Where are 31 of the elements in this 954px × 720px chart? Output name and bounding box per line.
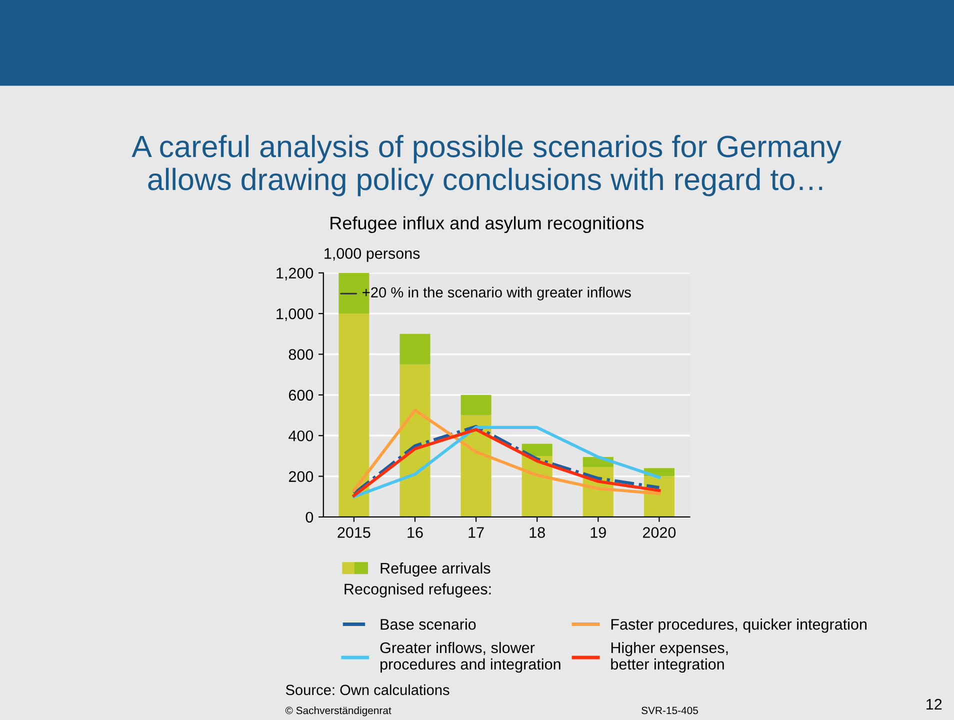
text: © Sachverständigenrat	[285, 706, 392, 716]
bar	[400, 364, 430, 517]
y-tick-label: 1,000	[276, 308, 314, 322]
x-tick-label: 2015	[338, 527, 370, 538]
x-tick-label: 16	[408, 527, 423, 538]
y-tick-label: 800	[288, 349, 314, 360]
x-tick-label: 18	[530, 527, 545, 538]
legend-label: Greater inflows, slower procedures and integration	[380, 642, 560, 673]
x-tick-label: 19	[590, 527, 606, 538]
y-tick-label: 1,200	[276, 268, 314, 280]
source-note: Source: Own calculations	[286, 684, 450, 696]
y-tick-label: 200	[288, 471, 314, 482]
bar	[338, 314, 370, 517]
chart-subtitle: Refugee influx and asylum recognitions	[330, 216, 644, 234]
y-tick-label: 0	[306, 512, 314, 523]
text: SVR-15-405	[642, 706, 698, 714]
legend-label: Base scenario	[380, 618, 476, 630]
y-tick-label: 400	[288, 430, 314, 442]
x-tick-label: 2020	[642, 527, 676, 538]
text: 12	[926, 698, 942, 710]
legend-label: Refugee arrivals	[380, 562, 490, 577]
text: Recognised refugees:	[344, 583, 491, 598]
chart-title: A careful analysis of possible scenarios for Germany allows drawing policy conclusions with regard to…	[132, 134, 842, 196]
legend-label: Faster procedures, quicker integration	[611, 618, 866, 633]
legend-label: Higher expenses, better integration	[611, 642, 728, 673]
x-tick-label: 17	[468, 527, 484, 538]
line-series	[352, 408, 661, 496]
y-tick-label: 600	[288, 390, 314, 401]
bar	[400, 334, 430, 364]
y-axis-title: 1,000 persons	[324, 248, 420, 262]
bar	[460, 394, 492, 416]
